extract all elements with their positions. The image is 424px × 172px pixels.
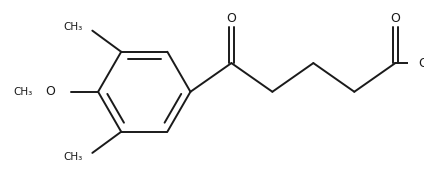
Text: O: O — [226, 12, 236, 25]
Text: O: O — [391, 12, 400, 25]
Text: O: O — [418, 57, 424, 70]
Text: O: O — [45, 85, 55, 98]
Text: CH₃: CH₃ — [64, 22, 83, 32]
Text: CH₃: CH₃ — [14, 87, 33, 97]
Text: CH₃: CH₃ — [64, 152, 83, 162]
